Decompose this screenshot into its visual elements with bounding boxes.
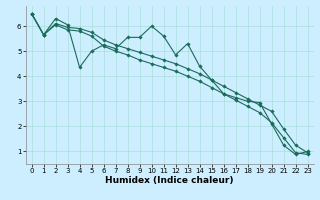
X-axis label: Humidex (Indice chaleur): Humidex (Indice chaleur) [105, 176, 234, 185]
